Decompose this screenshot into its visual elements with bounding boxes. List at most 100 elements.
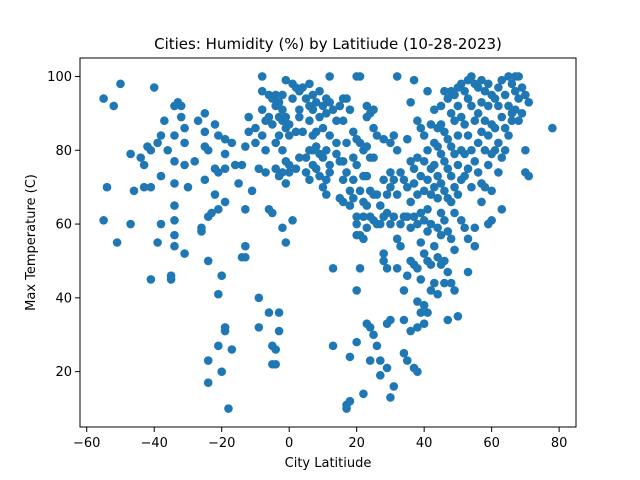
- data-point: [453, 190, 463, 199]
- data-point: [500, 90, 510, 100]
- data-point: [419, 319, 429, 328]
- data-point: [399, 175, 409, 185]
- data-point: [359, 389, 368, 399]
- data-point: [278, 145, 287, 155]
- data-point: [170, 216, 179, 225]
- data-point: [247, 186, 257, 196]
- data-point: [281, 238, 291, 247]
- data-point: [254, 293, 264, 303]
- data-point: [473, 109, 483, 118]
- data-point: [446, 234, 456, 244]
- data-point: [180, 138, 189, 148]
- data-point: [440, 186, 449, 196]
- data-point: [480, 116, 490, 126]
- data-point: [284, 168, 294, 177]
- data-point: [426, 219, 436, 229]
- data-point: [214, 168, 223, 177]
- data-point: [332, 149, 341, 159]
- data-point: [332, 138, 341, 148]
- data-point: [419, 131, 429, 140]
- data-point: [413, 264, 422, 273]
- data-point: [453, 312, 463, 321]
- x-tick-label: −20: [208, 436, 235, 451]
- data-point: [494, 168, 503, 177]
- data-points: [99, 72, 557, 413]
- data-point: [146, 275, 156, 284]
- data-point: [217, 367, 227, 376]
- data-point: [382, 264, 392, 273]
- data-point: [450, 182, 459, 192]
- data-point: [436, 149, 446, 159]
- data-point: [325, 168, 334, 177]
- data-point: [257, 86, 267, 96]
- data-point: [436, 230, 446, 240]
- data-point: [440, 157, 449, 166]
- data-point: [322, 190, 331, 199]
- data-point: [436, 120, 446, 129]
- data-point: [463, 131, 473, 140]
- data-point: [207, 208, 216, 218]
- data-point: [305, 79, 314, 89]
- data-point: [423, 175, 432, 185]
- data-point: [379, 256, 388, 266]
- data-point: [203, 356, 213, 365]
- data-point: [443, 315, 453, 325]
- y-tick-label: 80: [55, 144, 72, 159]
- data-point: [413, 153, 422, 162]
- data-point: [217, 271, 227, 281]
- data-point: [409, 164, 419, 173]
- data-point: [473, 138, 483, 148]
- data-point: [288, 94, 297, 103]
- data-point: [453, 131, 463, 140]
- data-point: [473, 83, 483, 92]
- data-point: [203, 145, 213, 155]
- data-point: [386, 393, 395, 402]
- data-point: [510, 105, 520, 114]
- data-point: [524, 97, 534, 107]
- data-point: [423, 227, 432, 236]
- data-point: [376, 371, 385, 380]
- data-point: [244, 112, 254, 122]
- x-tick-label: −60: [73, 436, 100, 451]
- data-point: [311, 127, 321, 137]
- data-point: [446, 171, 456, 181]
- data-point: [514, 72, 523, 81]
- data-point: [355, 186, 365, 196]
- data-point: [443, 94, 453, 103]
- data-point: [517, 83, 527, 92]
- data-point: [170, 201, 179, 210]
- data-point: [254, 164, 264, 173]
- data-point: [450, 116, 459, 126]
- data-point: [470, 223, 480, 233]
- data-point: [264, 112, 274, 122]
- data-point: [328, 341, 338, 351]
- data-point: [274, 131, 284, 140]
- y-tick-label: 40: [55, 291, 72, 306]
- data-point: [278, 168, 287, 177]
- data-point: [446, 142, 456, 151]
- data-point: [345, 201, 355, 210]
- data-point: [416, 275, 426, 284]
- data-point: [521, 90, 530, 100]
- data-point: [419, 249, 429, 258]
- data-point: [480, 182, 490, 192]
- data-point: [338, 175, 348, 185]
- data-point: [328, 105, 338, 114]
- data-point: [268, 120, 277, 129]
- data-point: [352, 219, 361, 229]
- data-point: [257, 72, 267, 81]
- data-point: [548, 123, 557, 133]
- data-point: [376, 201, 385, 210]
- data-point: [227, 345, 237, 354]
- data-point: [311, 142, 321, 151]
- x-tick-label: 80: [551, 436, 568, 451]
- data-point: [497, 153, 507, 162]
- data-point: [396, 241, 405, 251]
- data-point: [429, 182, 439, 192]
- data-point: [436, 101, 446, 111]
- x-tick-label: 40: [416, 436, 433, 451]
- data-point: [166, 271, 176, 281]
- data-point: [487, 216, 496, 225]
- data-point: [129, 186, 139, 196]
